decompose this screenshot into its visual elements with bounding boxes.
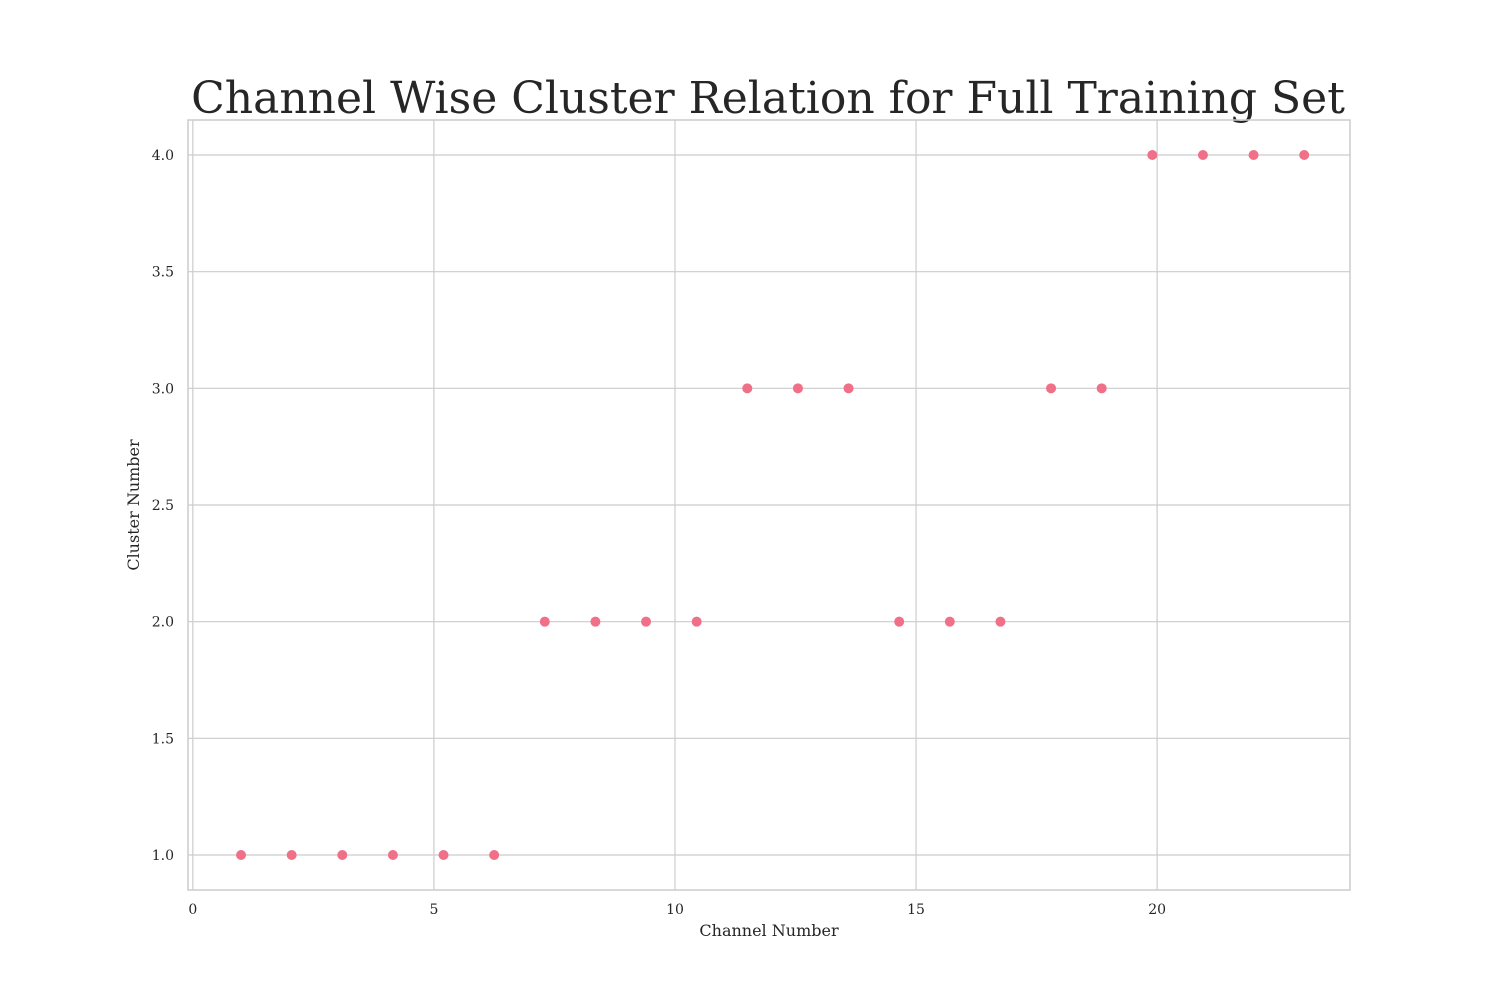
scatter-point	[641, 616, 652, 627]
y-tick-label: 2.5	[152, 498, 174, 514]
x-tick-label: 15	[907, 902, 925, 918]
scatter-point	[1299, 150, 1310, 160]
scatter-point	[742, 383, 753, 394]
y-axis-label: Cluster Number	[124, 439, 143, 571]
scatter-point	[387, 850, 398, 860]
scatter-point	[539, 616, 550, 627]
chart-title: Channel Wise Cluster Relation for Full T…	[191, 73, 1345, 124]
scatter-point	[894, 616, 905, 627]
y-tick-label: 3.0	[152, 381, 174, 397]
scatter-point	[489, 850, 500, 860]
y-tick-label: 1.5	[152, 731, 174, 747]
data-points	[236, 150, 1310, 860]
scatter-point	[1197, 150, 1208, 160]
scatter-point	[792, 383, 803, 394]
y-tick-label: 1.0	[152, 848, 174, 864]
scatter-point	[995, 616, 1006, 627]
scatter-point	[1147, 150, 1158, 160]
x-tick-labels: 0 5 10 15 20	[188, 902, 1166, 918]
scatter-point	[1046, 383, 1057, 394]
grid-lines	[188, 120, 1350, 890]
x-tick-label: 0	[188, 902, 197, 918]
x-tick-label: 20	[1148, 902, 1166, 918]
y-tick-label: 4.0	[152, 148, 174, 164]
scatter-point	[286, 850, 297, 860]
scatter-point	[691, 616, 702, 627]
scatter-point	[438, 850, 449, 860]
y-tick-label: 2.0	[152, 615, 174, 631]
scatter-point	[337, 850, 348, 860]
x-axis-label: Channel Number	[699, 921, 839, 940]
scatter-point	[843, 383, 854, 394]
scatter-point	[236, 850, 247, 860]
y-tick-labels: 1.0 1.5 2.0 2.5 3.0 3.5 4.0	[152, 148, 174, 864]
x-tick-label: 5	[429, 902, 438, 918]
scatter-point	[590, 616, 601, 627]
scatter-point	[1248, 150, 1259, 160]
scatter-point	[1096, 383, 1107, 394]
plot-frame	[187, 119, 1351, 891]
x-tick-label: 10	[666, 902, 684, 918]
y-tick-label: 3.5	[152, 265, 174, 281]
scatter-point	[944, 616, 955, 627]
